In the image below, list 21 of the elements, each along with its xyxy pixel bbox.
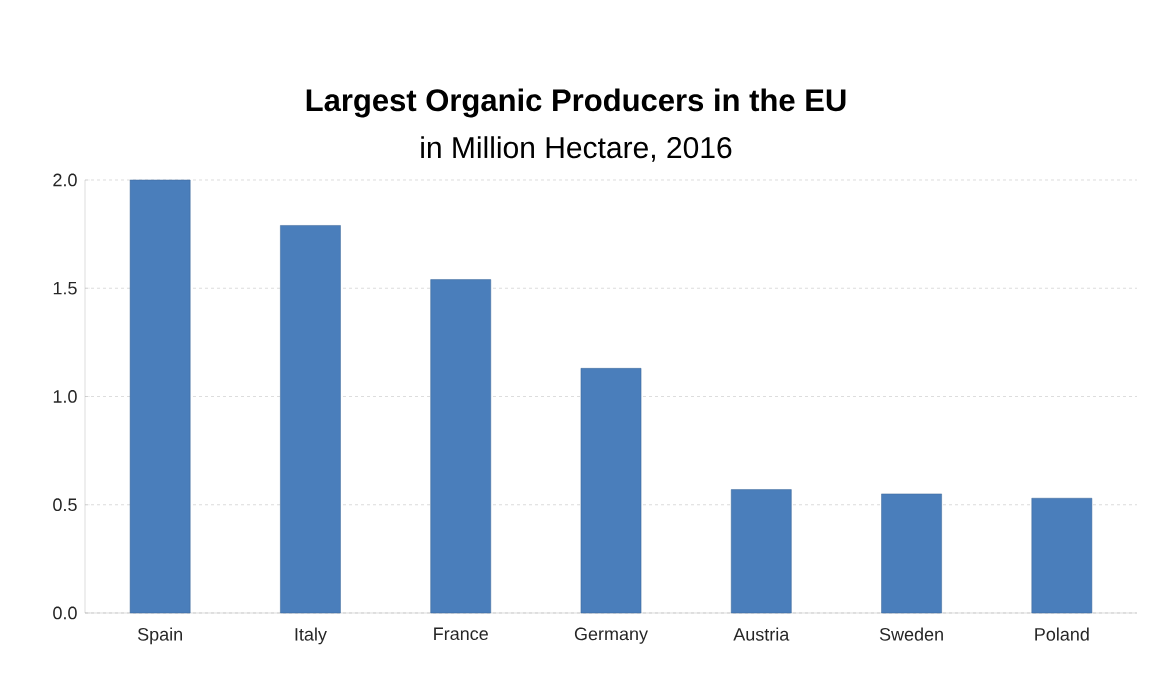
y-tick-label: 0.0 xyxy=(53,606,77,620)
bar xyxy=(580,368,642,614)
y-tick-label: 0.5 xyxy=(53,498,77,512)
x-tick-label: Austria xyxy=(733,627,790,641)
y-tick-label: 1.5 xyxy=(53,281,77,295)
x-tick-label: Spain xyxy=(137,627,182,645)
x-tick-label: France xyxy=(434,627,488,641)
y-tick-label: 1.0 xyxy=(53,390,77,403)
bar xyxy=(430,279,492,614)
bar xyxy=(129,179,191,614)
chart-title: Largest Organic Producers in the EU xyxy=(306,88,846,118)
bar xyxy=(1031,497,1093,614)
y-tick-label: 2.0 xyxy=(53,173,77,187)
bar xyxy=(730,489,792,614)
chart-subtitle: in Million Hectare, 2016 xyxy=(421,136,732,162)
bar xyxy=(280,225,341,614)
bar xyxy=(881,493,942,614)
x-tick-label: Sweden xyxy=(879,627,943,641)
x-tick-label: Poland xyxy=(1035,627,1089,641)
x-tick-label: Italy xyxy=(295,627,327,645)
x-tick-label: Germany xyxy=(574,627,648,644)
